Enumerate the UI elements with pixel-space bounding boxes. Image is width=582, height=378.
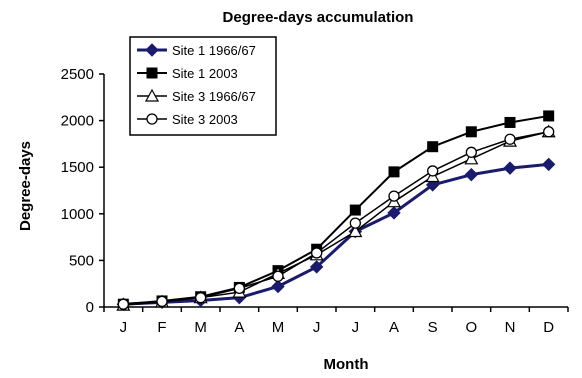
y-tick-label: 1000: [61, 206, 94, 223]
legend-item: Site 1 2003: [137, 66, 238, 81]
data-point: [272, 270, 284, 282]
data-point: [349, 217, 361, 229]
series-layer: [116, 110, 556, 311]
data-point: [504, 116, 516, 128]
legend: Site 1 1966/67 Site 1 2003 Site 3 1966/67 S…: [129, 36, 277, 136]
legend-label: Site 3 1966/67: [172, 89, 256, 104]
legend-marker: [146, 113, 158, 125]
series-line: [123, 131, 549, 305]
series-1: [116, 157, 556, 311]
data-point: [504, 133, 516, 145]
data-point: [309, 260, 324, 274]
data-point: [349, 204, 361, 216]
x-tick-label: J: [313, 319, 321, 336]
data-point: [503, 161, 517, 175]
x-tick-label: A: [234, 319, 244, 336]
legend-label: Site 1 2003: [172, 66, 238, 81]
y-axis-title: Degree-days: [17, 141, 34, 231]
data-point: [543, 126, 555, 138]
x-tick-label: O: [465, 319, 477, 336]
x-axis-title: Month: [324, 356, 369, 373]
data-point: [117, 298, 129, 310]
x-tick-label: S: [428, 319, 438, 336]
series-line: [123, 131, 549, 306]
data-point: [541, 157, 556, 172]
data-point: [271, 279, 285, 294]
data-point: [465, 126, 477, 138]
data-point: [427, 165, 439, 177]
series-3: [116, 124, 556, 311]
y-tick-label: 0: [86, 299, 94, 316]
data-point: [348, 224, 363, 238]
plot-area: 0 500 1000 1500 2000 2500 J F M A M J J A S O N D: [61, 66, 569, 336]
data-point: [195, 292, 207, 304]
x-tick-label: M: [272, 319, 285, 336]
y-tick-label: 500: [69, 252, 94, 269]
legend-label: Site 1 1966/67: [172, 43, 256, 58]
data-point: [427, 141, 439, 153]
series-2: [117, 110, 555, 310]
data-point: [464, 151, 479, 165]
legend-marker: [145, 43, 159, 57]
y-tick-label: 1500: [61, 159, 94, 176]
legend-item: Site 1 1966/67: [137, 43, 256, 58]
data-point: [388, 190, 400, 202]
legend-item: Site 3 1966/67: [137, 88, 256, 104]
y-tick-label: 2500: [61, 66, 94, 83]
x-tick-label: M: [194, 319, 207, 336]
data-point: [311, 247, 323, 259]
x-tick-label: J: [120, 319, 128, 336]
data-point: [465, 146, 477, 158]
x-tick-label: A: [389, 319, 399, 336]
legend-item: Site 3 2003: [137, 112, 238, 127]
series-line: [123, 162, 549, 306]
y-ticks: 0 500 1000 1500 2000 2500: [61, 66, 104, 316]
series-4: [117, 126, 555, 310]
x-tick-label: N: [505, 319, 516, 336]
series-line: [123, 114, 549, 306]
x-tick-label: F: [157, 319, 166, 336]
x-tick-label: J: [352, 319, 360, 336]
data-point: [156, 295, 168, 308]
legend-items: Site 1 1966/67 Site 1 2003 Site 3 1966/67 S…: [137, 43, 256, 127]
x-tick-label: D: [543, 319, 554, 336]
legend-marker: [146, 67, 158, 79]
data-point: [233, 282, 245, 295]
chart-title: Degree-days accumulation: [223, 9, 414, 26]
legend-label: Site 3 2003: [172, 112, 238, 127]
y-tick-label: 2000: [61, 113, 94, 130]
data-point: [464, 167, 479, 182]
data-point: [387, 206, 401, 220]
data-point: [543, 110, 555, 122]
data-point: [388, 166, 400, 178]
legend-marker: [144, 88, 160, 102]
